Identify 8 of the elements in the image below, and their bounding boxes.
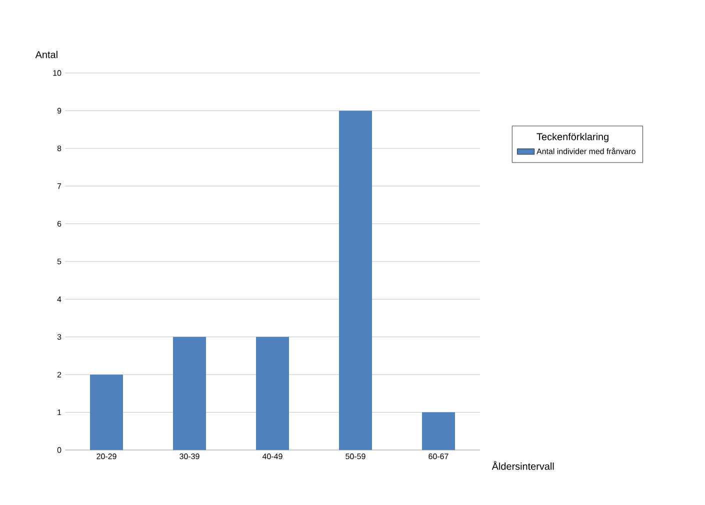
bar (90, 374, 123, 450)
legend-title: Teckenförklaring (536, 132, 608, 142)
bar (173, 336, 206, 450)
bar (256, 336, 289, 450)
x-axis-title: Åldersintervall (492, 461, 554, 470)
y-axis-title: Antal (35, 50, 58, 58)
bar (339, 110, 372, 450)
bar (422, 412, 455, 450)
